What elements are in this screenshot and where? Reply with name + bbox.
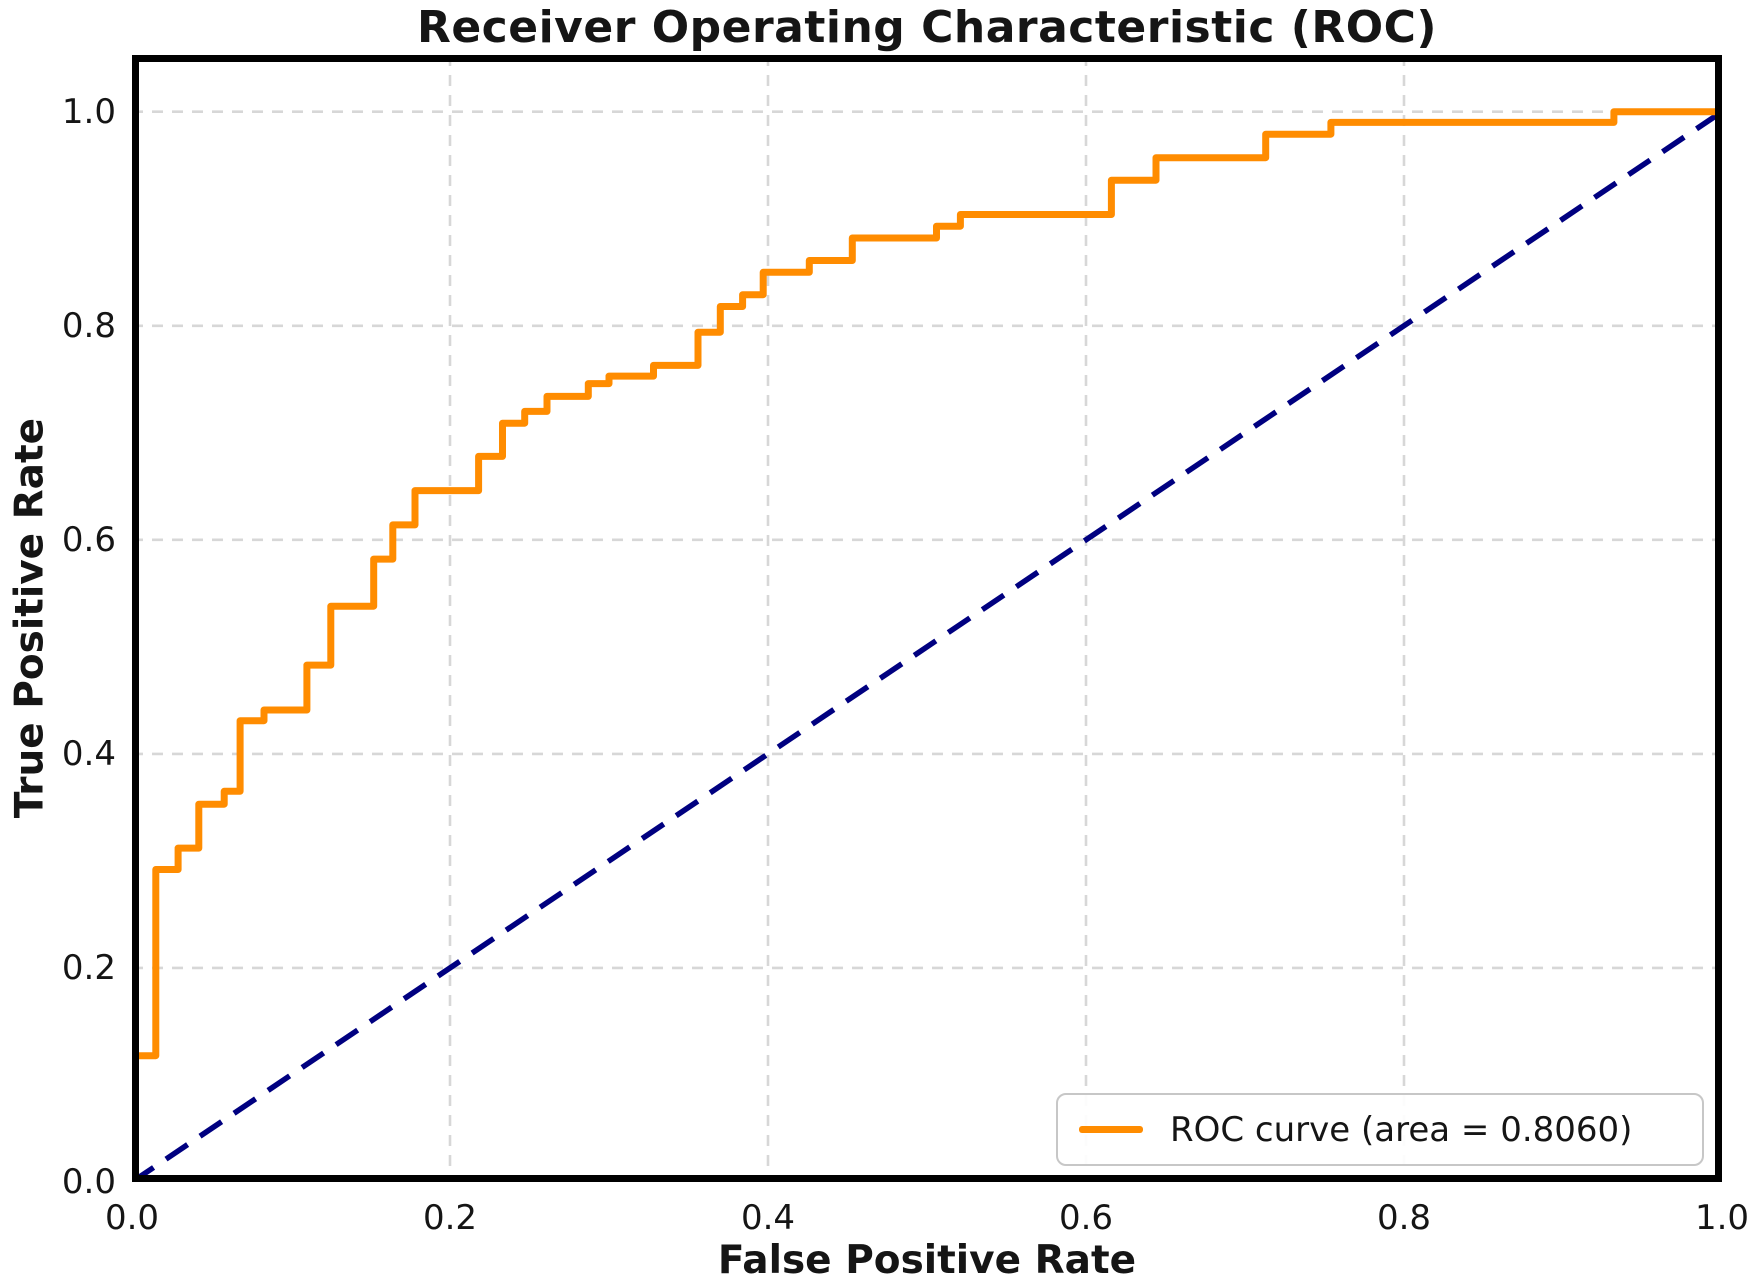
legend-box: ROC curve (area = 0.8060) — [1056, 1093, 1704, 1166]
y-tick-label: 0.0 — [61, 1162, 116, 1202]
legend-roc-label: ROC curve (area = 0.8060) — [1170, 1109, 1633, 1150]
roc-curve-line — [132, 108, 1722, 1182]
x-tick-label: 0.6 — [1058, 1198, 1114, 1238]
chart-title: Receiver Operating Characteristic (ROC) — [416, 2, 1438, 53]
y-tick-label: 0.8 — [61, 305, 116, 346]
y-tick-label: 0.6 — [61, 519, 116, 560]
x-tick-label: 0.8 — [1376, 1198, 1432, 1238]
y-tick-label: 0.2 — [61, 947, 116, 988]
y-tick-label: 0.4 — [61, 733, 116, 774]
x-tick-label: 1.0 — [1694, 1198, 1748, 1238]
plot-frame — [132, 55, 1722, 1182]
legend-roc-line-sample — [1079, 1126, 1143, 1133]
x-tick-label: 0.0 — [104, 1198, 160, 1238]
x-axis-label: False Positive Rate — [717, 1238, 1137, 1283]
y-axis-label: True Positive Rate — [7, 417, 53, 819]
chance-diagonal-line — [132, 109, 1722, 1182]
x-tick-label: 0.4 — [740, 1198, 796, 1238]
x-tick-label: 0.2 — [422, 1198, 478, 1238]
y-tick-label: 1.0 — [61, 91, 116, 132]
plot-area — [132, 55, 1722, 1182]
